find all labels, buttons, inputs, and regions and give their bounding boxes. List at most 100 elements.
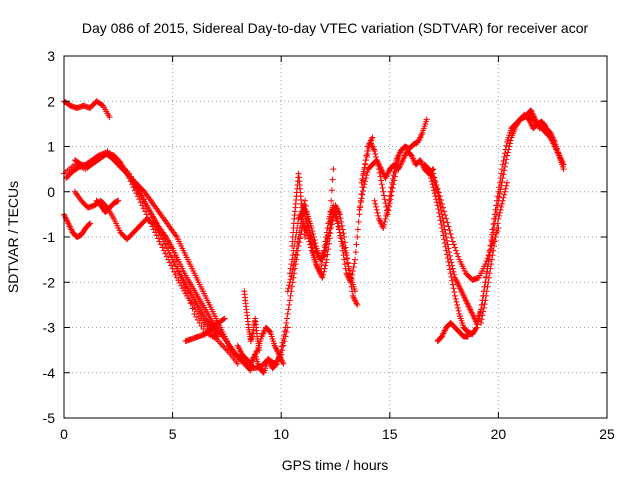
data-point <box>171 268 178 275</box>
data-point <box>484 283 491 290</box>
data-point <box>144 214 151 221</box>
series-sat-s <box>371 148 404 231</box>
data-point <box>435 189 442 196</box>
data-point <box>123 169 130 176</box>
data-point <box>371 197 378 204</box>
data-point <box>391 164 398 171</box>
data-point <box>326 218 333 225</box>
data-point <box>448 259 455 266</box>
data-point <box>379 184 386 191</box>
data-point <box>357 203 364 210</box>
data-point <box>503 142 510 149</box>
data-point <box>376 169 383 176</box>
data-point <box>356 206 363 213</box>
x-tick-label: 20 <box>491 426 507 442</box>
data-point <box>492 234 499 240</box>
data-point <box>502 160 509 167</box>
data-point <box>173 274 180 281</box>
data-point <box>437 197 444 204</box>
data-point <box>385 202 392 209</box>
data-point <box>392 160 399 167</box>
data-point <box>496 190 503 197</box>
data-point <box>287 276 294 283</box>
data-point <box>339 222 346 229</box>
data-point <box>439 228 446 235</box>
data-point <box>364 151 371 158</box>
data-point <box>358 195 365 202</box>
y-tick-label: -1 <box>43 229 56 245</box>
data-point <box>330 166 337 173</box>
data-point <box>289 256 296 263</box>
data-point <box>86 221 93 228</box>
data-point <box>494 193 501 200</box>
data-point <box>361 164 368 171</box>
data-point <box>445 258 452 265</box>
data-point <box>287 265 294 272</box>
data-point <box>292 251 299 258</box>
data-point <box>354 301 361 308</box>
data-point <box>312 240 319 247</box>
data-point <box>485 279 492 286</box>
data-point <box>285 306 292 313</box>
data-point <box>386 197 393 204</box>
data-point <box>443 251 450 258</box>
data-point <box>234 360 241 367</box>
data-point <box>499 197 506 204</box>
data-point <box>363 154 370 161</box>
data-point <box>501 167 508 174</box>
data-point <box>365 148 372 155</box>
data-point <box>442 243 449 250</box>
data-point <box>486 270 493 277</box>
x-tick-label: 15 <box>382 426 398 442</box>
y-tick-label: 1 <box>47 139 55 155</box>
data-point <box>126 175 133 182</box>
series-sat-v <box>434 319 471 345</box>
data-point <box>288 261 295 268</box>
data-point <box>503 156 510 163</box>
data-point <box>371 148 378 155</box>
data-point <box>323 259 330 266</box>
data-point <box>344 255 351 262</box>
data-point <box>87 220 94 227</box>
data-point <box>282 324 289 331</box>
data-point <box>498 182 505 189</box>
data-point <box>283 319 290 326</box>
data-point <box>360 172 367 179</box>
data-point <box>343 252 350 259</box>
data-point <box>355 218 362 225</box>
series-sat-r <box>358 116 430 218</box>
data-point <box>290 247 297 254</box>
data-point <box>286 279 293 286</box>
data-point <box>360 184 367 191</box>
data-point <box>440 204 447 211</box>
data-point <box>436 193 443 200</box>
data-point <box>346 267 353 274</box>
chart-title: Day 086 of 2015, Sidereal Day-to-day VTE… <box>82 20 589 36</box>
data-point <box>286 301 293 308</box>
data-point <box>200 326 207 333</box>
data-point <box>506 140 513 147</box>
data-point <box>444 219 451 226</box>
data-point <box>391 168 398 175</box>
data-point <box>507 137 514 144</box>
data-point <box>451 244 458 251</box>
data-point <box>449 238 456 245</box>
data-point <box>179 285 186 292</box>
data-point <box>360 168 367 175</box>
data-point <box>323 238 330 245</box>
data-point <box>163 253 170 260</box>
data-point <box>441 236 448 243</box>
data-point <box>319 274 326 281</box>
data-point <box>285 285 292 292</box>
data-point <box>362 160 369 167</box>
data-point <box>336 229 343 236</box>
data-point <box>155 235 162 242</box>
data-point <box>334 220 341 227</box>
data-point <box>362 175 369 182</box>
x-tick-label: 25 <box>599 426 615 442</box>
data-point <box>286 297 293 304</box>
data-point <box>496 209 503 216</box>
data-point <box>481 301 488 308</box>
data-point <box>505 146 512 153</box>
data-point <box>455 307 462 314</box>
